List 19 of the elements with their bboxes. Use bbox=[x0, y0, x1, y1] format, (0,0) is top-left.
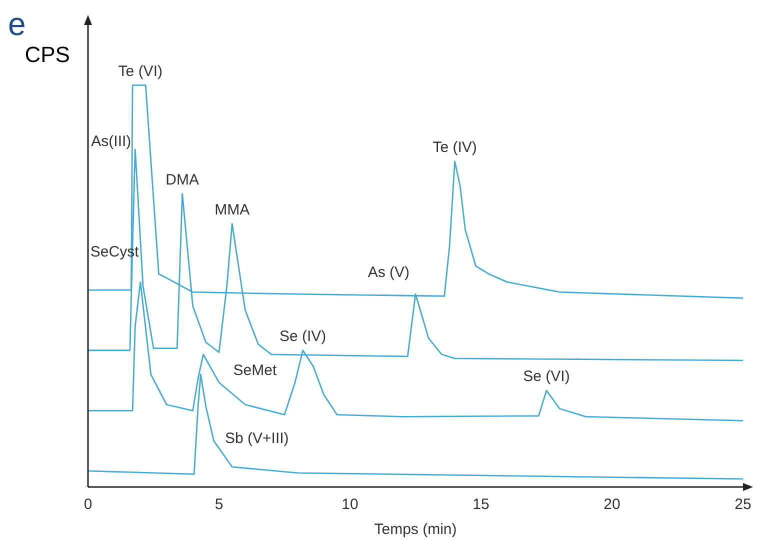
annotation: As (V) bbox=[368, 264, 410, 281]
annotation: SeMet bbox=[233, 362, 278, 380]
annotation: Se (IV) bbox=[279, 328, 326, 346]
x-tick-label: 15 bbox=[472, 496, 490, 514]
x-axis-title: Temps (min) bbox=[374, 521, 457, 538]
x-tick-label: 10 bbox=[342, 496, 358, 514]
x-tick-label: 5 bbox=[214, 496, 224, 514]
annotation: Te (IV) bbox=[432, 139, 477, 156]
x-tick-label: 0 bbox=[84, 496, 92, 514]
annotation: MMA bbox=[214, 201, 250, 218]
text: e bbox=[8, 6, 26, 42]
y-axis-title: CPS bbox=[24, 42, 70, 68]
annotation: Sb (V+III) bbox=[225, 430, 289, 448]
x-tick-label: 25 bbox=[734, 496, 752, 514]
annotation: DMA bbox=[166, 171, 199, 188]
annotation: Te (VI) bbox=[118, 62, 162, 80]
x-tick-label: 20 bbox=[604, 496, 620, 514]
annotation: As(III) bbox=[91, 133, 132, 150]
annotation: Se (VI) bbox=[523, 368, 570, 386]
